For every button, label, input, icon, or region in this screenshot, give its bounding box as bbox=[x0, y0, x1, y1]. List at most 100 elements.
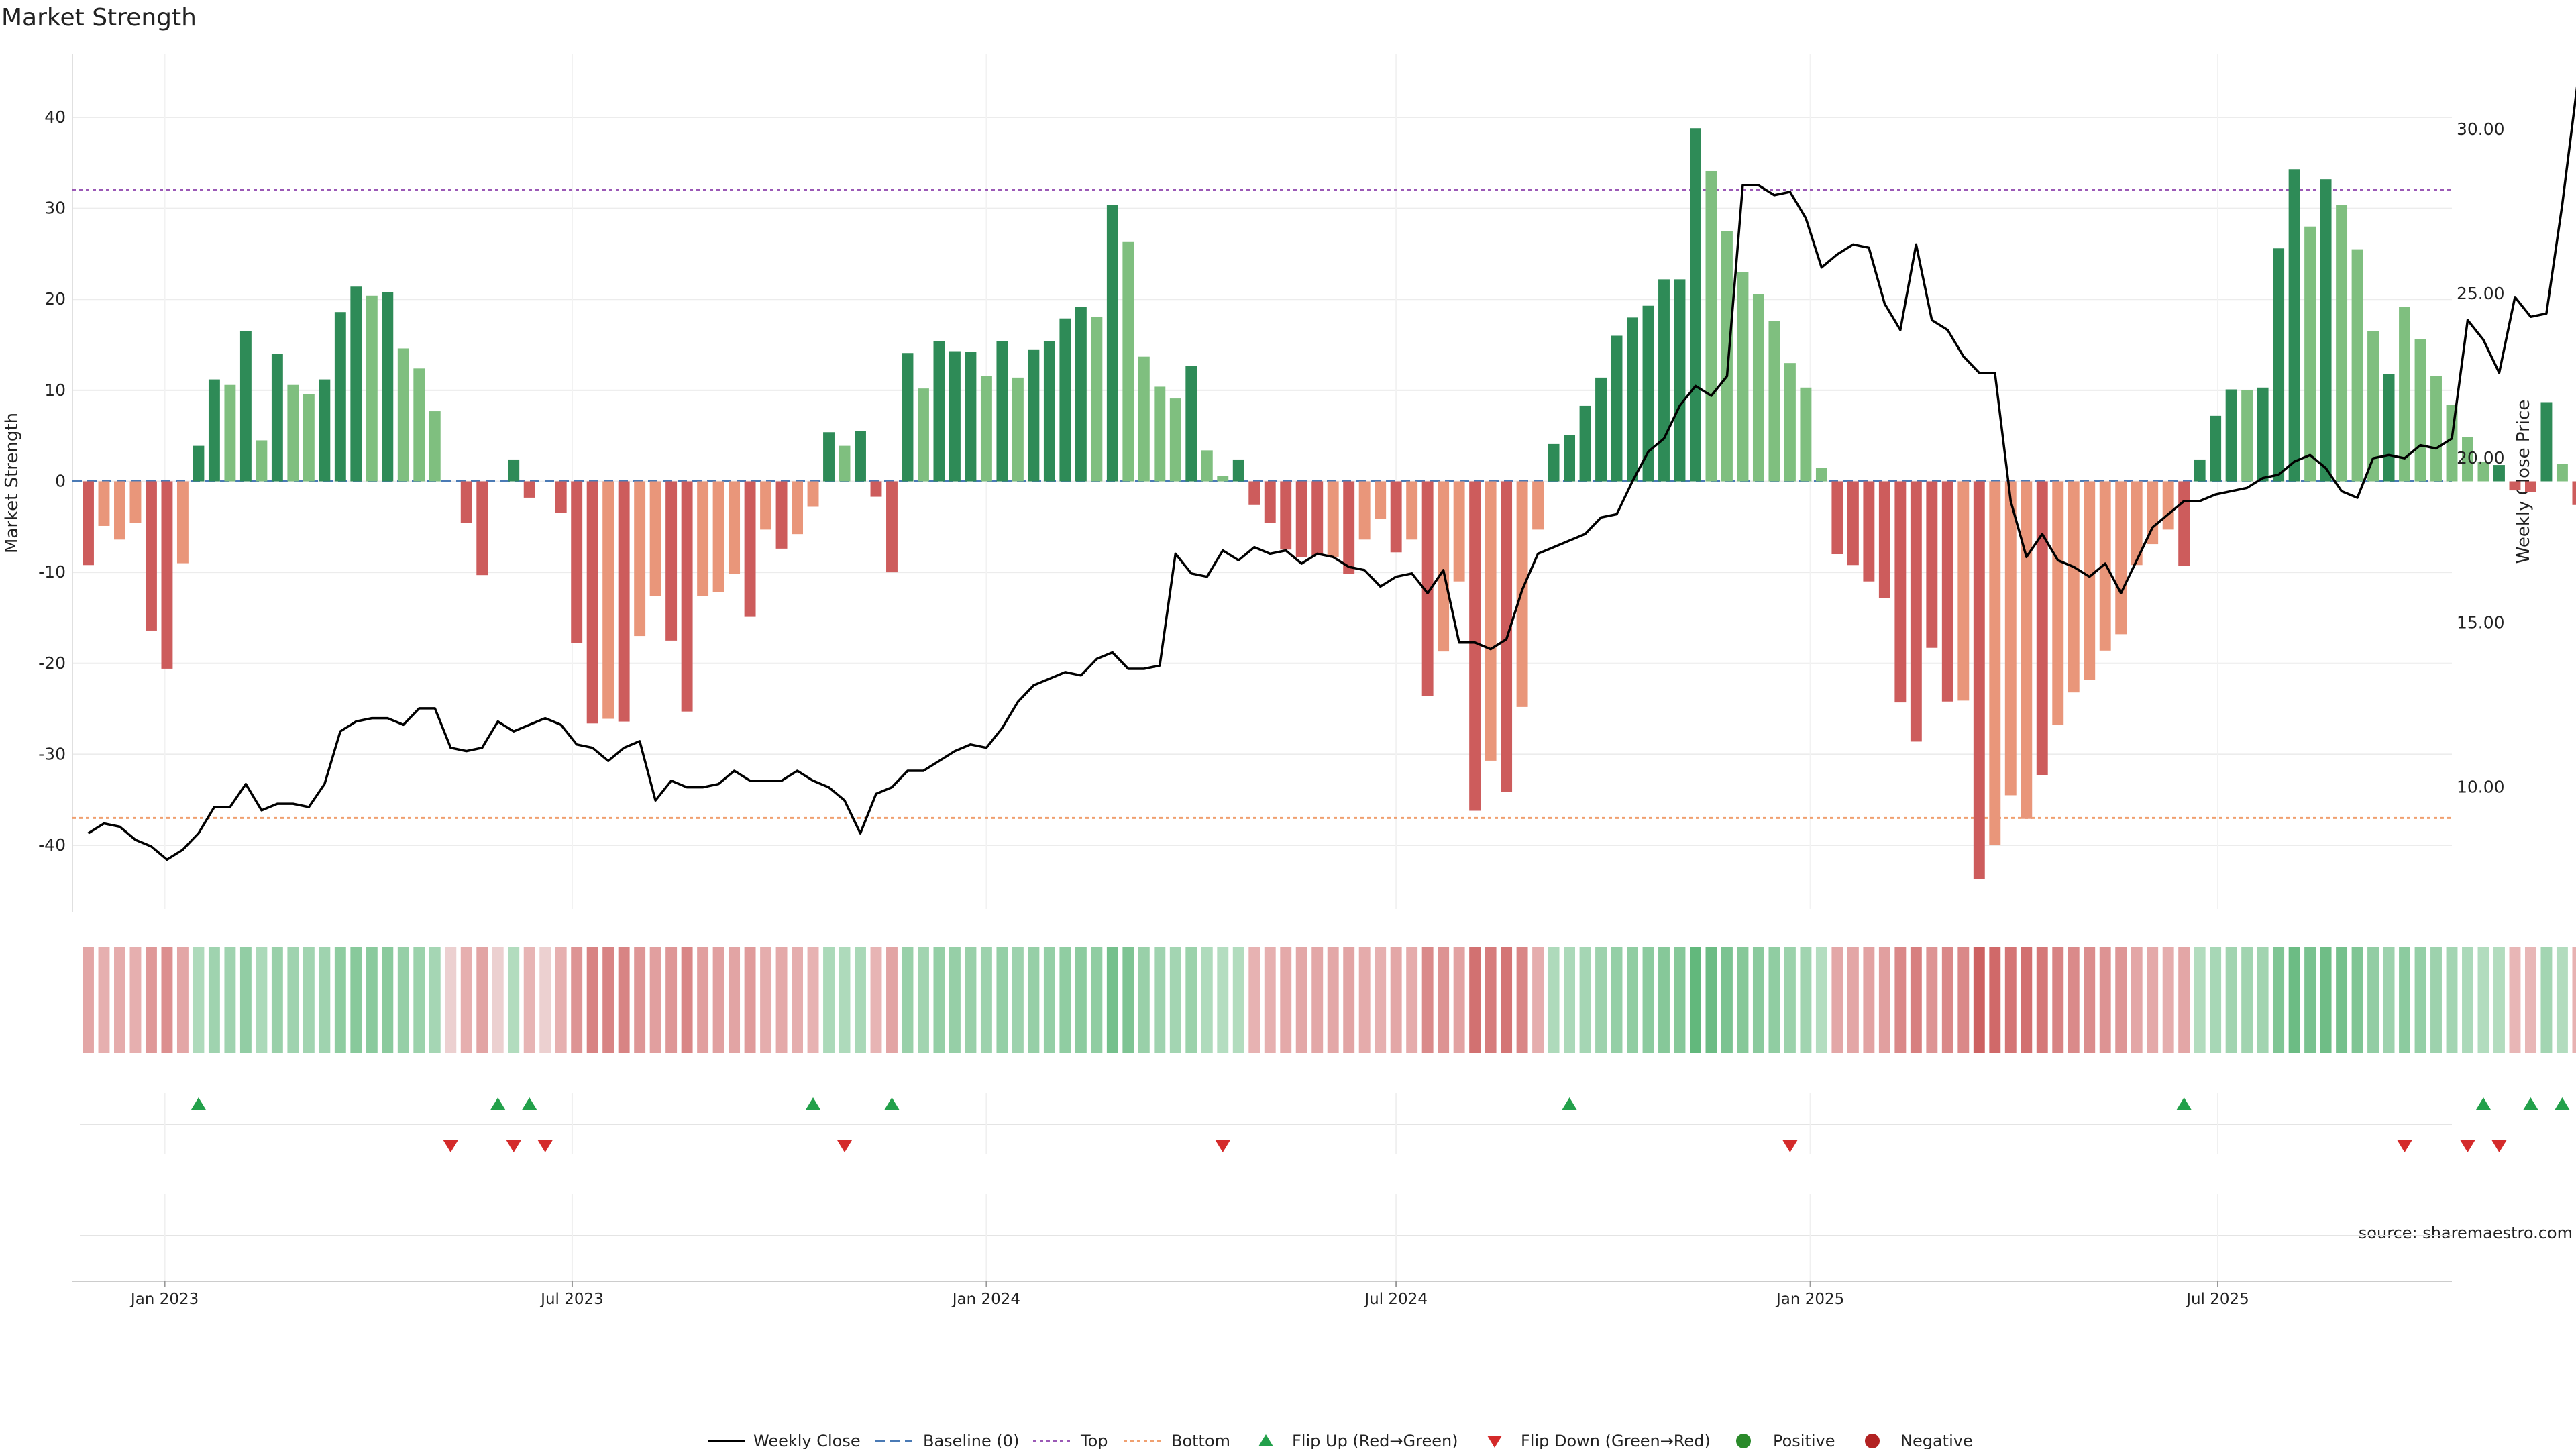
strength-bar bbox=[555, 481, 567, 513]
flip-up-marker bbox=[884, 1097, 900, 1110]
strength-bar bbox=[870, 481, 882, 497]
heat-cell bbox=[224, 947, 236, 1053]
strength-bar bbox=[1989, 481, 2001, 846]
heat-cell bbox=[1311, 947, 1324, 1053]
flip-down-marker bbox=[1215, 1140, 1230, 1152]
heat-cell bbox=[1564, 947, 1576, 1053]
strength-bar bbox=[1280, 481, 1292, 550]
svg-text:Top: Top bbox=[1080, 1432, 1108, 1449]
heat-cell bbox=[2524, 947, 2536, 1053]
strength-bar bbox=[1690, 128, 1701, 482]
strength-bar bbox=[1674, 279, 1686, 482]
heat-cell bbox=[476, 947, 488, 1053]
heat-cell bbox=[1501, 947, 1513, 1053]
heat-cell bbox=[1375, 947, 1387, 1053]
strength-bar bbox=[350, 286, 362, 482]
flip-down-marker bbox=[537, 1140, 553, 1152]
strength-bar bbox=[271, 354, 283, 482]
heat-cell bbox=[1674, 947, 1686, 1053]
strength-bar bbox=[1627, 317, 1638, 482]
heat-cell bbox=[429, 947, 441, 1053]
heat-cell bbox=[1343, 947, 1355, 1053]
y-tick-label: -10 bbox=[38, 562, 66, 582]
heat-cell bbox=[2304, 947, 2316, 1053]
heat-cell bbox=[1453, 947, 1465, 1053]
heat-cell bbox=[2540, 947, 2553, 1053]
heat-cell bbox=[2399, 947, 2410, 1053]
heat-cell bbox=[1028, 947, 1040, 1053]
svg-text:Negative: Negative bbox=[1900, 1432, 1973, 1449]
strength-bar bbox=[2210, 415, 2222, 482]
heat-cell bbox=[1800, 947, 1812, 1053]
strength-bar bbox=[1406, 481, 1418, 540]
flip-up-marker bbox=[806, 1097, 821, 1110]
strength-bar bbox=[2052, 481, 2064, 726]
heat-cell bbox=[445, 947, 457, 1053]
heat-cell bbox=[1721, 947, 1733, 1053]
y-axis-ticks: 40 30 20 10 0 -10 -20 -30 -40 bbox=[38, 107, 66, 855]
heat-cell bbox=[2004, 947, 2017, 1053]
strength-bar bbox=[1485, 481, 1497, 761]
strength-bar bbox=[1059, 318, 1071, 482]
strength-bar bbox=[239, 331, 252, 482]
source-note: source: sharemaestro.com bbox=[2359, 1224, 2573, 1242]
heat-cell bbox=[1264, 947, 1276, 1053]
heat-cell bbox=[366, 947, 378, 1053]
strength-bar bbox=[775, 481, 788, 549]
weekly-close-series bbox=[87, 86, 2576, 861]
heat-cell bbox=[319, 947, 331, 1053]
heat-cell bbox=[1327, 947, 1339, 1053]
strength-bar bbox=[2414, 339, 2426, 482]
heat-cell bbox=[902, 947, 914, 1053]
flip-up-marker bbox=[522, 1097, 537, 1110]
heat-cell bbox=[2351, 947, 2363, 1053]
heat-cell bbox=[949, 947, 961, 1053]
strength-bar bbox=[933, 341, 945, 482]
legend-item-flip-down: Flip Down (Green→Red) bbox=[1487, 1432, 1711, 1449]
heat-cell bbox=[1138, 947, 1150, 1053]
strength-bar bbox=[1705, 170, 1717, 482]
heat-cell bbox=[602, 947, 614, 1053]
flip-down-marker bbox=[506, 1140, 521, 1152]
strength-bar bbox=[1311, 481, 1324, 555]
flip-down-marker bbox=[443, 1140, 458, 1152]
strength-bar bbox=[287, 384, 299, 482]
heat-cell bbox=[2556, 947, 2568, 1053]
heat-cell bbox=[208, 947, 220, 1053]
heat-cell bbox=[792, 947, 803, 1053]
strength-bar bbox=[1973, 481, 1985, 879]
strength-bar bbox=[2225, 389, 2237, 482]
strength-bar bbox=[681, 481, 693, 712]
heat-cell bbox=[870, 947, 882, 1053]
y-tick-label: 10 bbox=[44, 380, 66, 400]
flip-up-marker bbox=[191, 1097, 206, 1110]
heat-cell bbox=[2115, 947, 2127, 1053]
strength-bar bbox=[1784, 363, 1796, 482]
heat-cell bbox=[1815, 947, 1827, 1053]
strength-bar bbox=[460, 481, 472, 523]
strength-bar bbox=[1091, 316, 1103, 482]
heat-cell bbox=[508, 947, 520, 1053]
strength-bar bbox=[980, 376, 992, 482]
heat-cell bbox=[1941, 947, 1953, 1053]
heat-cell bbox=[161, 947, 173, 1053]
strength-bar bbox=[1831, 481, 1843, 555]
heat-cell bbox=[744, 947, 756, 1053]
svg-text:Positive: Positive bbox=[1773, 1432, 1835, 1449]
heat-cell bbox=[1232, 947, 1244, 1053]
heat-cell bbox=[2367, 947, 2379, 1053]
heat-cell bbox=[2021, 947, 2033, 1053]
flip-down-marker bbox=[2491, 1140, 2507, 1152]
heat-cell bbox=[2099, 947, 2111, 1053]
heat-cell bbox=[980, 947, 992, 1053]
strength-bar bbox=[2021, 481, 2033, 819]
heat-cell bbox=[634, 947, 646, 1053]
strength-bar bbox=[949, 351, 961, 482]
heat-cell bbox=[2225, 947, 2237, 1053]
strength-bar bbox=[303, 394, 315, 482]
strength-bar bbox=[2084, 481, 2096, 680]
strength-bar bbox=[2304, 226, 2316, 482]
y-tick-label: -40 bbox=[38, 835, 66, 855]
strength-bar bbox=[744, 481, 756, 617]
strength-bar bbox=[1075, 307, 1087, 482]
